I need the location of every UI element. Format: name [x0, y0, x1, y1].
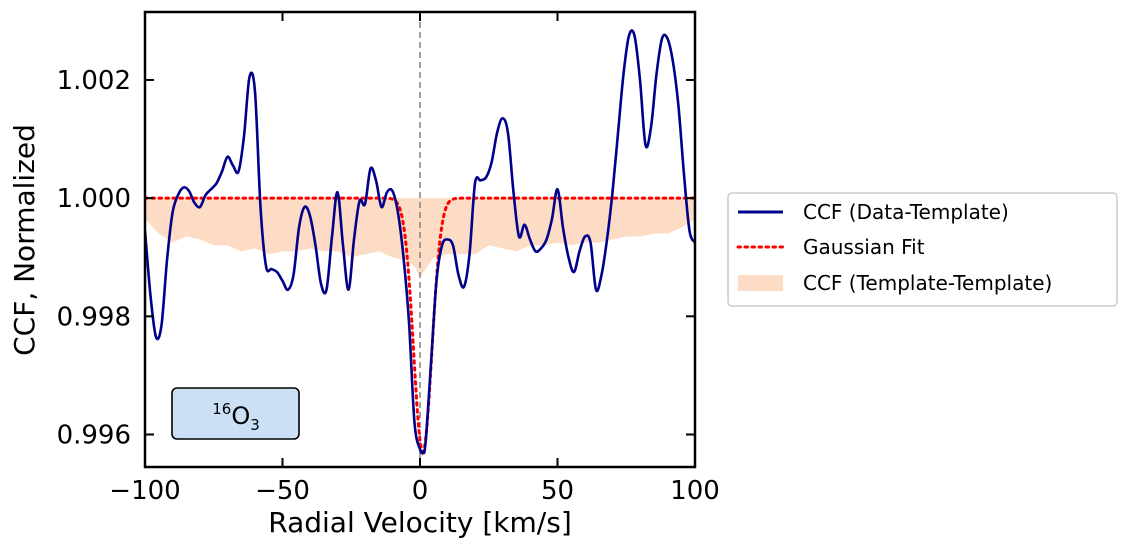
x-tick-label: −50 [255, 476, 310, 506]
species-superscript: 16 [212, 400, 231, 418]
plot-area [145, 12, 695, 467]
y-tick-label: 1.000 [57, 184, 131, 214]
data-ccf-line [145, 29, 695, 455]
species-annotation: 16O3 [171, 387, 300, 440]
species-annotation-box [171, 387, 300, 440]
legend-label-template: CCF (Template-Template) [803, 271, 1052, 295]
species-subscript: 3 [250, 416, 260, 434]
y-tick-label: 0.998 [57, 302, 131, 332]
legend-label-fit: Gaussian Fit [803, 235, 925, 259]
y-tick-label: 0.996 [57, 421, 131, 451]
axis-ticks: −100 −50 0 50 100 0.996 0.998 1.000 1.002 [57, 12, 720, 506]
gaussian-fit-line [145, 196, 695, 456]
y-tick-label: 1.002 [57, 66, 131, 96]
legend-frame [727, 192, 1118, 307]
x-tick-label: 100 [670, 476, 720, 506]
species-base: O [231, 402, 250, 430]
x-tick-label: −100 [109, 476, 180, 506]
legend-label-data: CCF (Data-Template) [803, 200, 1009, 224]
x-tick-label: 50 [541, 476, 574, 506]
legend: CCF (Data-Template) Gaussian Fit CCF (Te… [727, 192, 1118, 307]
x-axis-label: Radial Velocity [km/s] [268, 506, 572, 539]
y-axis-label: CCF, Normalized [8, 124, 41, 356]
template-ccf-area [145, 198, 695, 278]
x-tick-label: 0 [412, 476, 429, 506]
legend-swatch-template [738, 275, 783, 291]
species-annotation-text: 16O3 [212, 400, 260, 434]
